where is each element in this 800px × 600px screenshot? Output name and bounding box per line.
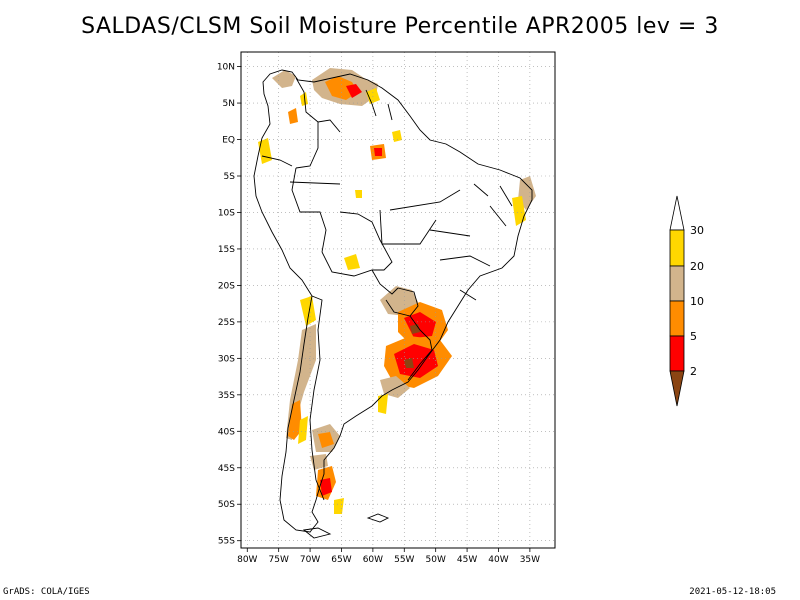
tierra-del-fuego: [302, 527, 332, 539]
border-bolivia-paraguay: [371, 269, 399, 295]
lat-tick-label: 5S: [224, 172, 236, 182]
lat-tick-label: 40S: [218, 427, 235, 437]
map-frame: [240, 51, 556, 549]
lon-tick-label: 75W: [269, 555, 289, 565]
shade-chile-north: [300, 296, 316, 326]
colorbar-bin-10-20: [669, 265, 685, 302]
shade-riogrande-brown: [404, 358, 414, 368]
lon-tick-label: 35W: [520, 555, 540, 565]
shade-central-spots: [355, 190, 362, 198]
lat-tick-label: 10S: [218, 208, 235, 218]
lat-tick-label: 15S: [218, 245, 235, 255]
lon-tick-label: 50W: [426, 555, 446, 565]
shade-venezuela-north: [272, 70, 296, 88]
colorbar-bin-2-5: [669, 335, 685, 372]
shade-chile-south: [298, 416, 308, 444]
shade-amapa: [392, 130, 402, 142]
lon-tick-label: 45W: [457, 555, 477, 565]
shade-patagonia-inner: [318, 432, 334, 448]
falklands: [366, 513, 390, 523]
lon-tick-label: 80W: [237, 555, 257, 565]
border-guyana-suriname: [387, 103, 393, 121]
continent-outline: [253, 69, 533, 539]
footer-credit: GrADS: COLA/IGES: [3, 587, 90, 597]
lat-lon-grid: [241, 52, 555, 548]
lon-tick-label: 70W: [300, 555, 320, 565]
lon-tick-label: 65W: [331, 555, 351, 565]
colorbar: [669, 195, 685, 407]
shade-rio-grande-core: [394, 344, 438, 378]
border-venezuela-guyana: [365, 89, 377, 117]
lat-tick-label: 50S: [218, 500, 235, 510]
shade-bolivia: [344, 254, 360, 270]
lon-tick-label: 40W: [488, 555, 508, 565]
shade-patagonia-core: [320, 478, 332, 496]
border-bolivia: [321, 211, 393, 277]
border-argentina-brazil: [407, 315, 433, 381]
footer-timestamp: 2021-05-12-18:05: [689, 587, 776, 597]
lat-tick-label: 10N: [217, 63, 235, 73]
lat-tick-label: 35S: [218, 391, 235, 401]
colorbar-bin-above30: [669, 195, 685, 231]
colorbar-label-5: 5: [690, 330, 697, 343]
shade-colombia-west: [288, 108, 298, 124]
border-ecuador-peru: [261, 155, 293, 167]
border-brazil-states: [289, 181, 513, 301]
shade-colombia-spots: [300, 92, 308, 106]
lat-tick-label: EQ: [222, 136, 235, 146]
border-peru-brazil: [291, 167, 327, 253]
shade-pampas-spots: [378, 394, 388, 414]
border-colombia-brazil: [295, 122, 319, 169]
shade-patagonia-yellow: [334, 498, 344, 514]
border-chile-argentina: [309, 295, 325, 501]
shade-ecuador: [258, 138, 272, 164]
lat-tick-label: 45S: [218, 464, 235, 474]
shade-venezuela-core: [346, 84, 362, 98]
colorbar-label-20: 20: [690, 260, 704, 273]
colorbar-label-2: 2: [690, 365, 697, 378]
colorbar-label-10: 10: [690, 295, 704, 308]
lat-tick-label: 30S: [218, 354, 235, 364]
shade-amazon-core: [374, 148, 382, 156]
colorbar-bin-below2: [669, 370, 685, 407]
lon-tick-label: 55W: [394, 555, 414, 565]
coastline: [253, 69, 533, 533]
lat-tick-label: 25S: [218, 318, 235, 328]
percentile-shading: [258, 68, 536, 514]
shade-ne-brazil-2: [512, 196, 526, 226]
lat-tick-label: 55S: [218, 537, 235, 547]
lon-tick-label: 60W: [363, 555, 383, 565]
colorbar-bin-5-10: [669, 300, 685, 337]
lat-tick-label: 5N: [223, 99, 235, 109]
map-title: SALDAS/CLSM Soil Moisture Percentile APR…: [81, 14, 719, 39]
border-paraguay: [385, 287, 419, 317]
colorbar-bin-20-30: [669, 229, 685, 267]
colorbar-label-30: 30: [690, 224, 704, 237]
border-colombia-venezuela: [295, 77, 341, 133]
lat-tick-label: 20S: [218, 281, 235, 291]
